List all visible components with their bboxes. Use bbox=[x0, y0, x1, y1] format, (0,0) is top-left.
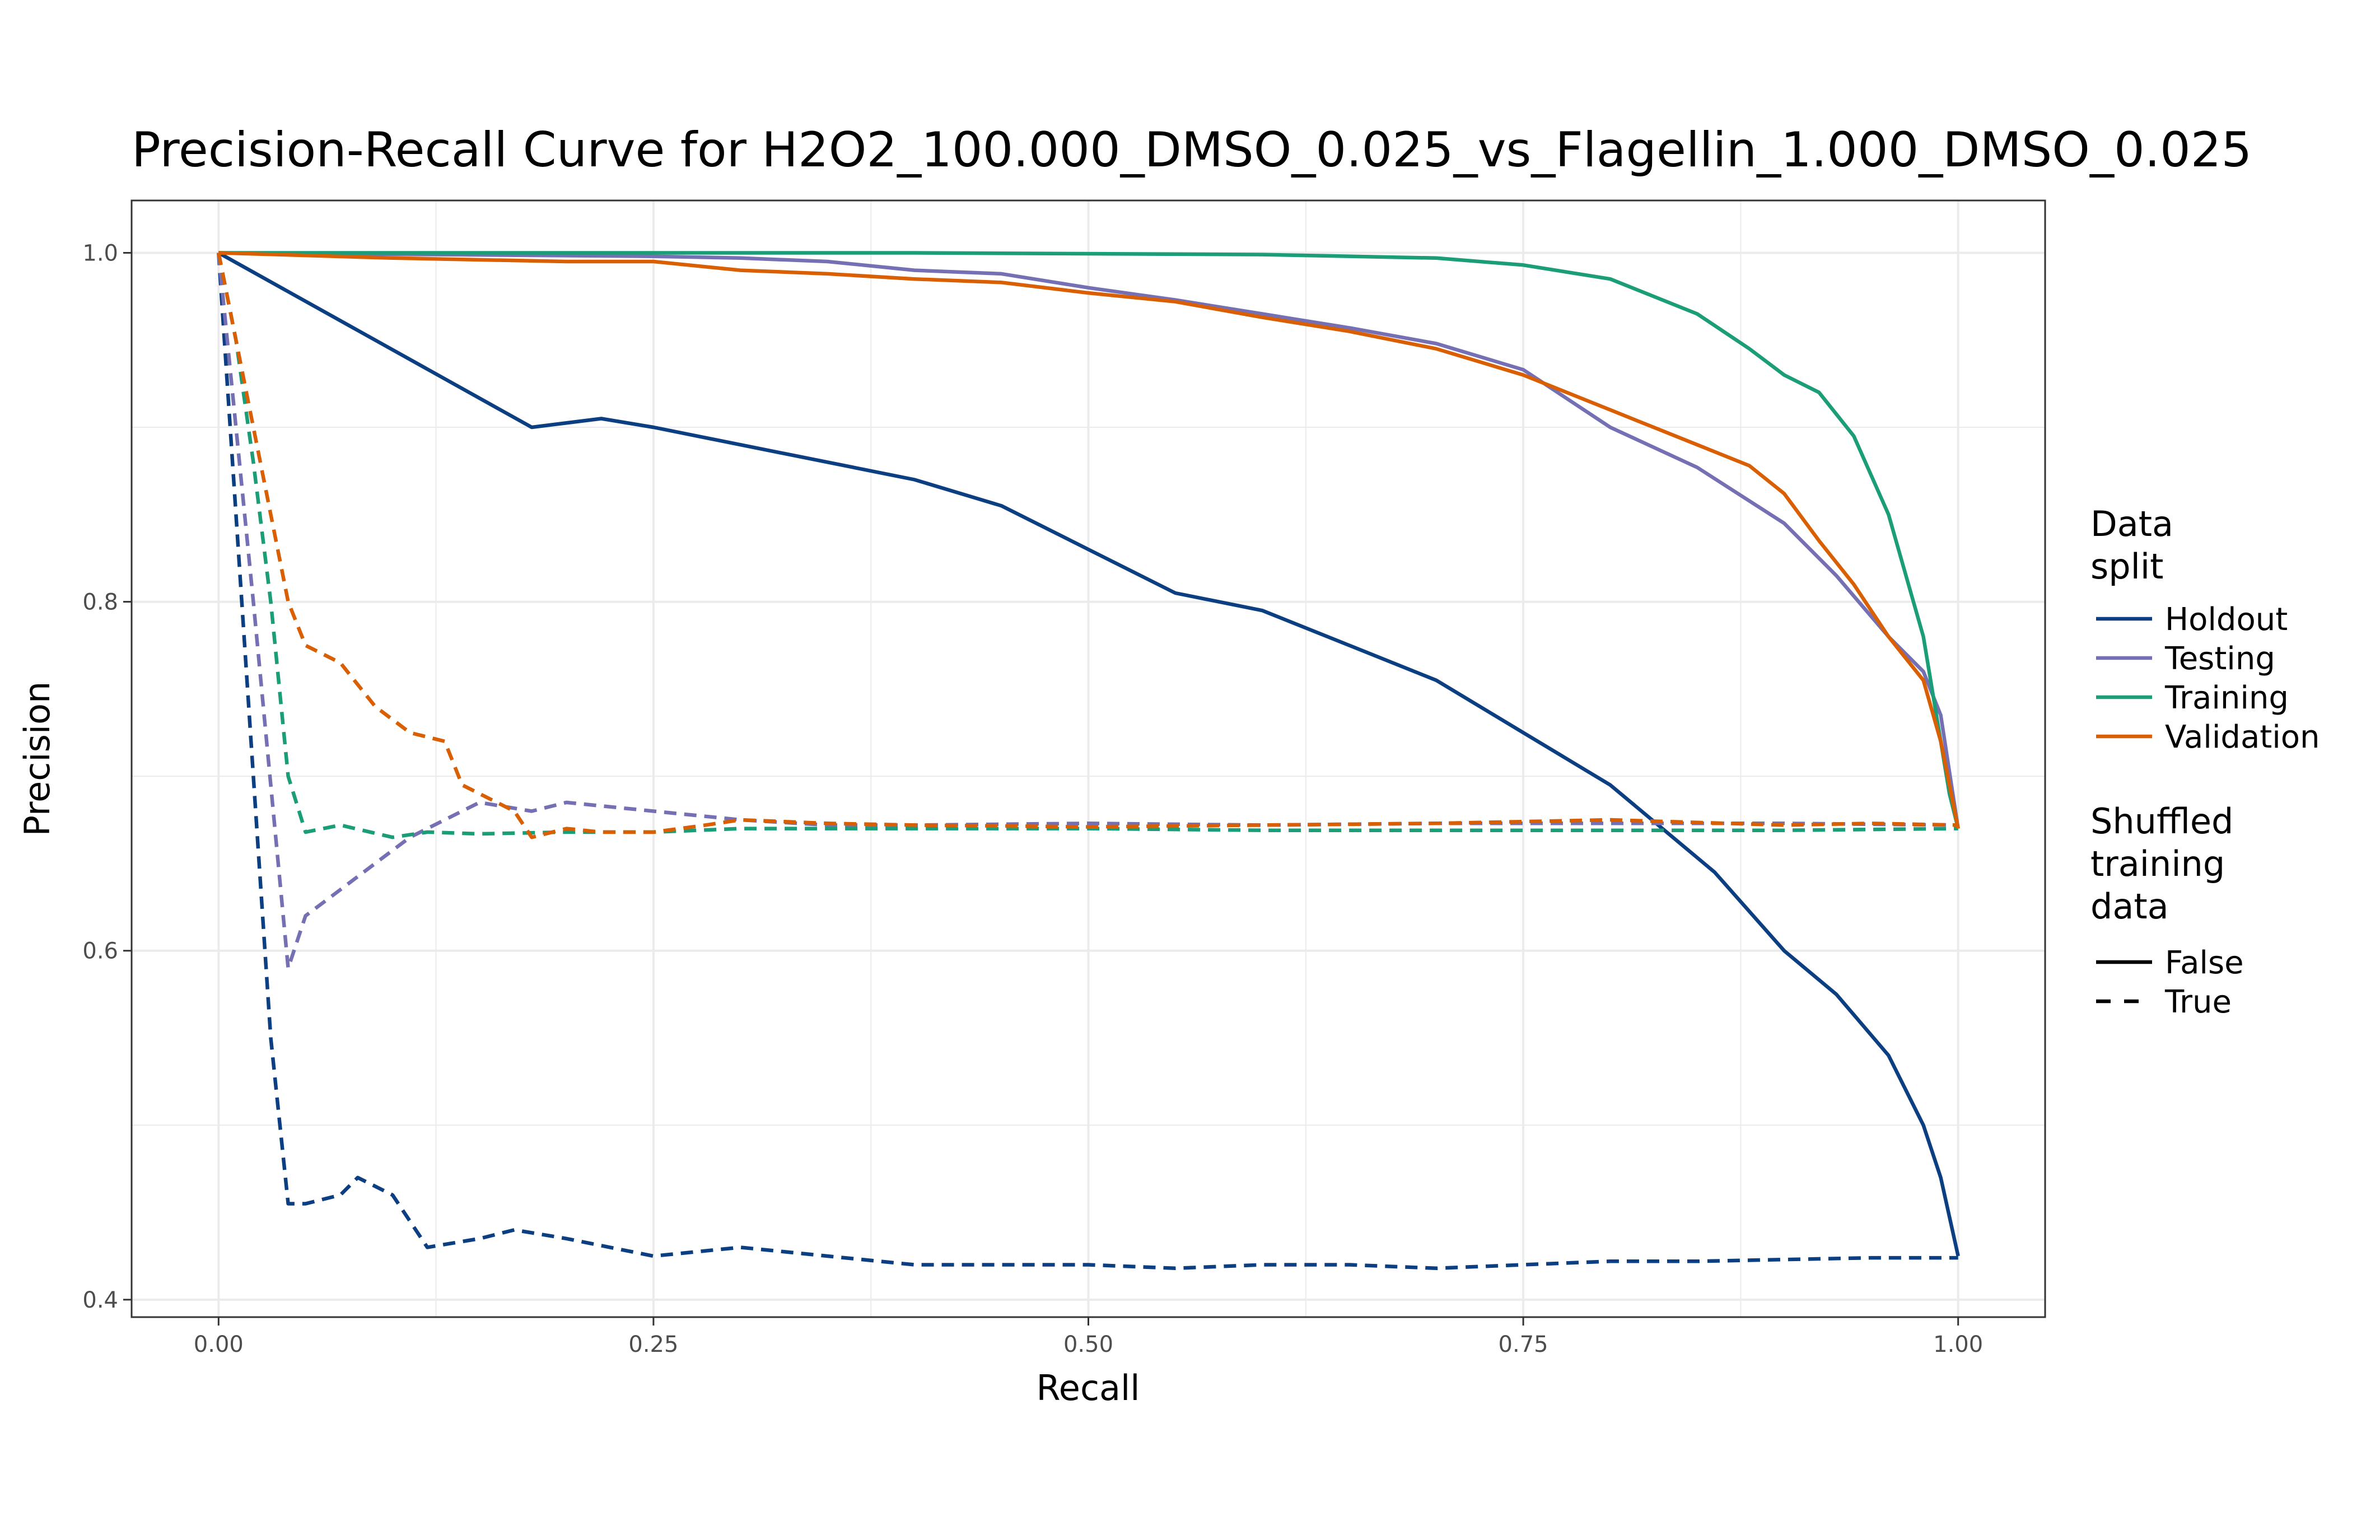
plot-panel bbox=[130, 199, 2046, 1318]
series-lines bbox=[217, 251, 1960, 1271]
series-line-validation-unshuffled bbox=[218, 251, 1960, 829]
chart-title: Precision-Recall Curve for H2O2_100.000_… bbox=[132, 122, 2252, 178]
series-line-holdout-unshuffled bbox=[217, 251, 1960, 1257]
grid-lines bbox=[132, 200, 2045, 1317]
legend-label-true: True bbox=[2164, 984, 2232, 1020]
x-tick-label: 0.50 bbox=[1063, 1332, 1113, 1357]
series-line-training-shuffled bbox=[217, 252, 1958, 839]
series-line-holdout-shuffled bbox=[217, 253, 1958, 1271]
legend-linetype-title: training bbox=[2090, 843, 2225, 884]
legend-color-title: split bbox=[2090, 546, 2163, 587]
axes: 0.00 0.25 0.50 0.75 1.00 0.4 0.6 0.8 1.0 bbox=[82, 240, 1983, 1357]
x-tick-label: 0.00 bbox=[194, 1332, 244, 1357]
y-tick-label: 0.8 bbox=[82, 590, 118, 615]
series-line-training-unshuffled bbox=[218, 251, 1960, 829]
y-tick-label: 1.0 bbox=[82, 240, 118, 266]
legend-label-testing: Testing bbox=[2164, 641, 2275, 677]
y-axis-title: Precision bbox=[17, 682, 58, 837]
legend-label-holdout: Holdout bbox=[2165, 601, 2288, 638]
legend-label-false: False bbox=[2165, 945, 2244, 981]
series-line-validation-shuffled bbox=[217, 252, 1958, 839]
x-tick-label: 0.25 bbox=[628, 1332, 678, 1357]
legend-linetype-title: data bbox=[2090, 886, 2169, 927]
y-tick-label: 0.6 bbox=[82, 939, 118, 964]
x-tick-label: 0.75 bbox=[1499, 1332, 1548, 1357]
legend-label-validation: Validation bbox=[2165, 719, 2320, 755]
legend: DatasplitHoldoutTestingTrainingValidatio… bbox=[2090, 503, 2320, 1020]
x-axis-title: Recall bbox=[1037, 1368, 1140, 1408]
legend-label-training: Training bbox=[2164, 680, 2289, 716]
legend-color-title: Data bbox=[2090, 503, 2173, 544]
legend-linetype-title: Shuffled bbox=[2090, 801, 2233, 842]
x-tick-label: 1.00 bbox=[1933, 1332, 1983, 1357]
y-tick-label: 0.4 bbox=[82, 1287, 118, 1313]
